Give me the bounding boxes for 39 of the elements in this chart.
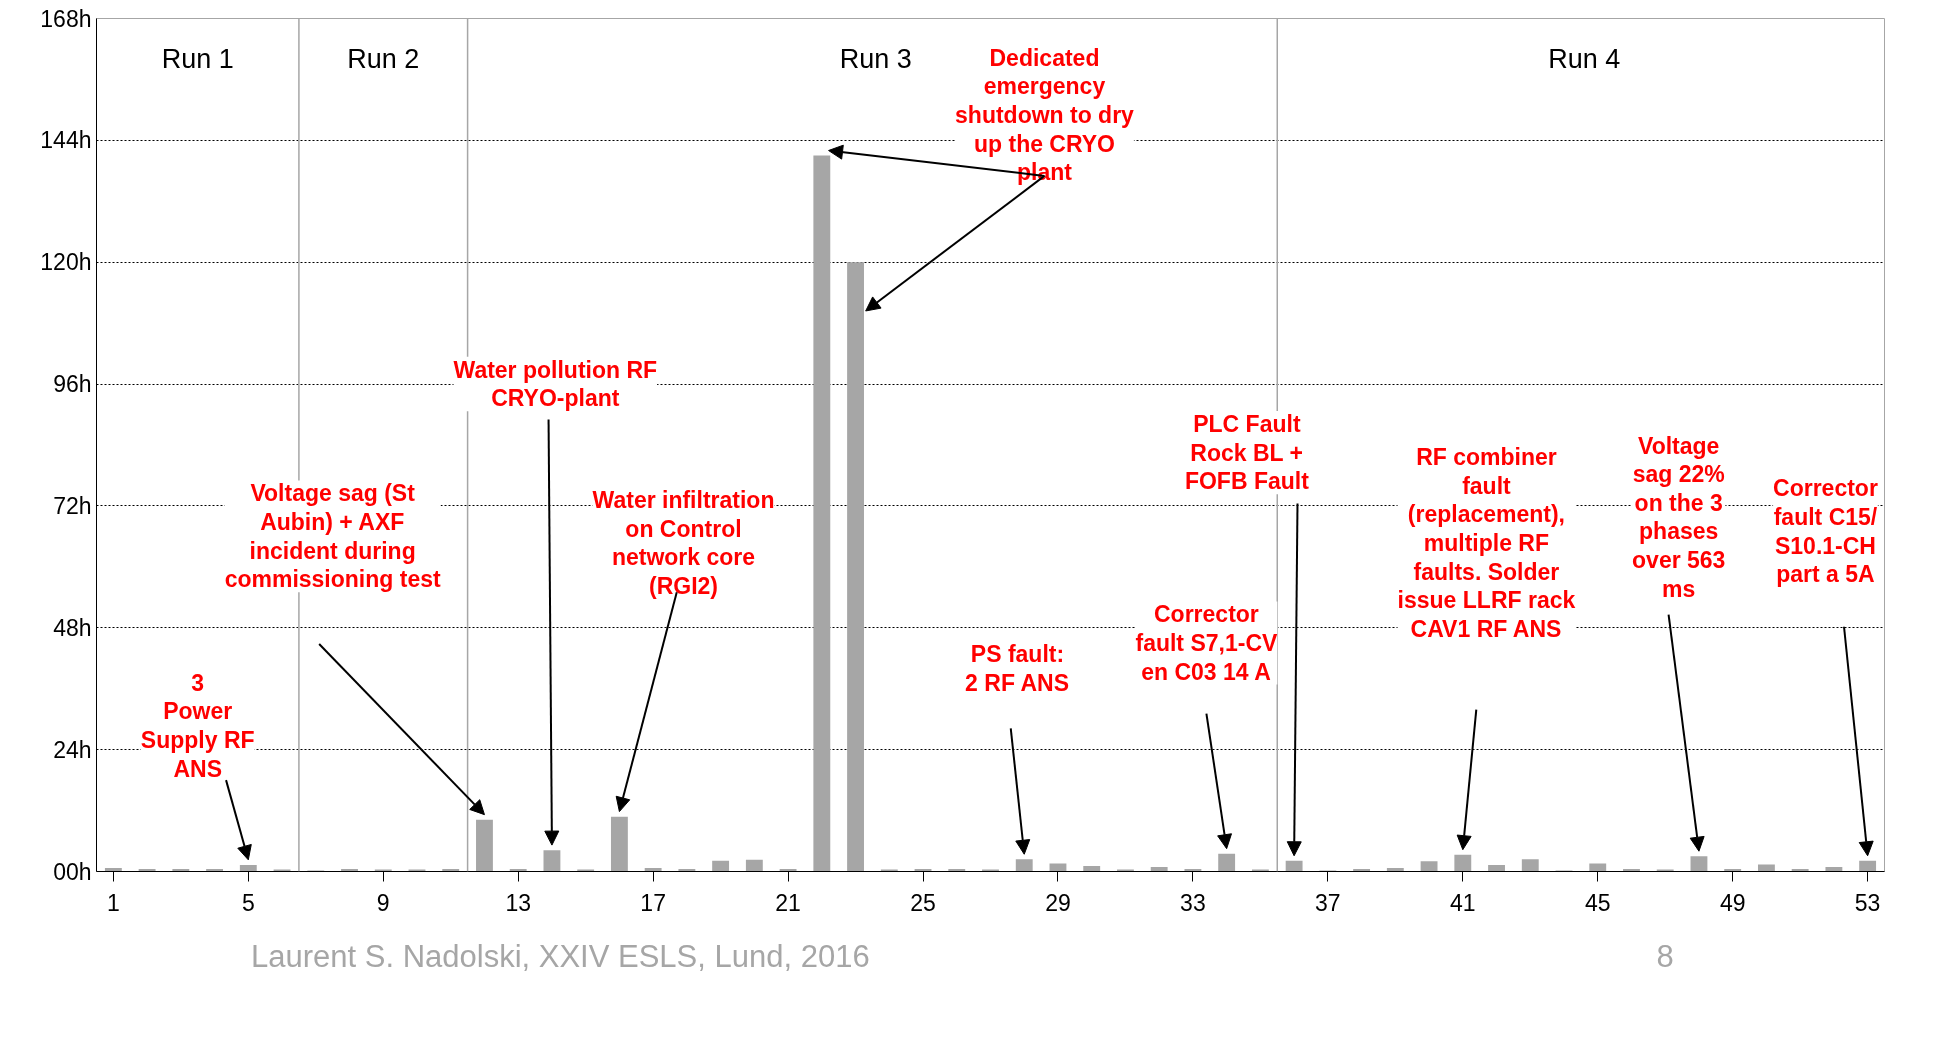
x-tick-label: 25 [910,889,936,916]
annotation: Run 4 [1548,44,1621,75]
y-tick-label: 72h [53,492,92,519]
annotation: Voltage sag 22% on the 3 phases over 563 ms [1632,432,1726,602]
y-tick-label: 48h [53,614,92,641]
x-tick-label: 37 [1315,889,1341,916]
text: 8 [1656,938,1674,976]
annotation: Voltage sag (St Aubin) + AXF incident during commissioning test [224,480,441,593]
x-tick-label: 5 [241,889,255,916]
annotation: 3 Power Supply RF ANS [140,669,255,782]
x-tick-label: 1 [106,889,120,916]
y-tick-label: 24h [53,736,92,763]
x-tick-label: 17 [640,889,666,916]
annotation: Run 1 [161,44,234,75]
annotation: Corrector fault C15/ S10.1-CH part a 5A [1773,475,1878,588]
y-tick-label: 120h [40,249,92,276]
annotation: PS fault: 2 RF ANS [965,641,1070,696]
x-tick-label: 45 [1584,889,1611,916]
x-tick-label: 53 [1854,889,1881,916]
annotation: PLC Fault Rock BL + FOFB Fault [1184,411,1310,495]
x-tick-label: 29 [1045,889,1071,916]
y-tick-label: 00h [53,858,92,885]
annotation: Run 3 [839,44,912,75]
x-tick-label: 13 [505,889,531,916]
annotation: Water infiltration on Control network core (RGI2) [592,487,775,599]
x-tick-label: 21 [775,889,801,916]
x-tick-label: 41 [1450,889,1476,916]
x-tick-label: 49 [1719,889,1746,916]
y-tick-label: 144h [40,127,92,154]
y-tick-label: 96h [53,371,92,398]
annotation: Corrector fault S7,1-CV en C03 14 A [1135,601,1278,685]
annotation: RF combiner fault (replacement), multiple RF faults. Solder issue LLRF rack CAV1 RF ANS [1397,444,1576,642]
annotation: Run 2 [347,44,420,75]
annotation: Dedicated emergency shutdown to dry up the CRYO plant [955,44,1135,186]
y-tick-label: 168h [40,5,92,32]
x-tick-label: 33 [1180,889,1206,916]
text: Laurent S. Nadolski, XXIV ESLS, Lund, 2016 [251,938,870,976]
annotation: Water pollution RF CRYO-plant [453,356,658,412]
x-tick-label: 9 [376,889,390,916]
